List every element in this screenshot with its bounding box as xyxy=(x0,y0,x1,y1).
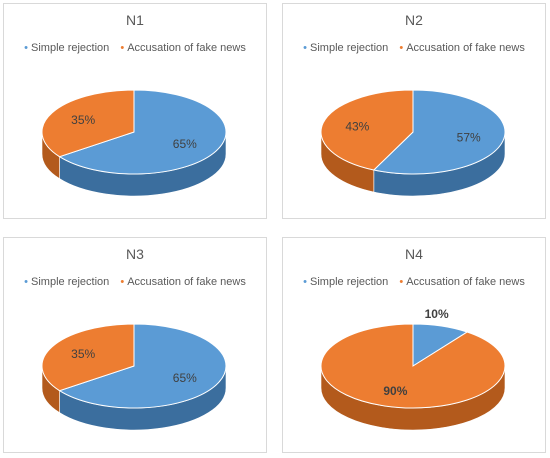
legend-marker-fake: • xyxy=(399,42,404,54)
legend-item-accusation-fake-news: • Accusation of fake news xyxy=(120,276,245,288)
data-label: 43% xyxy=(345,119,369,133)
legend-marker-simple: • xyxy=(303,276,308,288)
chart-legend: • Simple rejection • Accusation of fake ne… xyxy=(4,42,266,54)
data-label: 10% xyxy=(425,307,449,321)
legend-item-simple-rejection: • Simple rejection xyxy=(303,276,388,288)
pie-chart: 10% 90% xyxy=(320,307,506,431)
data-label: 35% xyxy=(71,347,95,361)
chart-panel-n2: N2 • Simple rejection • Accusation of fake… xyxy=(282,3,546,219)
pie-chart: 65% 35% xyxy=(41,323,227,431)
legend-marker-simple: • xyxy=(303,42,308,54)
pie-slice-simple-rejection xyxy=(58,89,227,175)
legend-label: Simple rejection xyxy=(31,42,110,54)
legend-marker-fake: • xyxy=(120,276,125,288)
legend-item-simple-rejection: • Simple rejection xyxy=(24,42,109,54)
data-label: 35% xyxy=(71,113,95,127)
legend-item-accusation-fake-news: • Accusation of fake news xyxy=(120,42,245,54)
pie-slice-simple-rejection xyxy=(58,323,227,409)
pie-slice-accusation-fake-news xyxy=(320,323,506,409)
legend-item-accusation-fake-news: • Accusation of fake news xyxy=(399,276,524,288)
pie-chart: 57% 43% xyxy=(320,89,506,197)
legend-label: Simple rejection xyxy=(31,276,110,288)
pie-chart: 65% 35% xyxy=(41,89,227,197)
legend-label: Accusation of fake news xyxy=(127,42,246,54)
chart-panel-n1: N1 • Simple rejection • Accusation of fake… xyxy=(3,3,267,219)
data-label: 90% xyxy=(383,384,407,398)
data-label: 65% xyxy=(173,137,197,151)
legend-label: Accusation of fake news xyxy=(406,42,525,54)
pie-slice-simple-rejection xyxy=(372,89,506,175)
chart-panel-n3: N3 • Simple rejection • Accusation of fake… xyxy=(3,237,267,453)
legend-label: Accusation of fake news xyxy=(406,276,525,288)
legend-marker-fake: • xyxy=(399,276,404,288)
legend-label: Simple rejection xyxy=(310,42,389,54)
legend-item-accusation-fake-news: • Accusation of fake news xyxy=(399,42,524,54)
chart-title: N2 xyxy=(405,12,423,28)
legend-item-simple-rejection: • Simple rejection xyxy=(303,42,388,54)
chart-title: N1 xyxy=(126,12,144,28)
chart-title: N3 xyxy=(126,246,144,262)
chart-legend: • Simple rejection • Accusation of fake ne… xyxy=(4,276,266,288)
legend-marker-simple: • xyxy=(24,276,29,288)
pie-slice-accusation-fake-news xyxy=(41,89,135,158)
legend-item-simple-rejection: • Simple rejection xyxy=(24,276,109,288)
legend-label: Accusation of fake news xyxy=(127,276,246,288)
chart-panel-n4: N4 • Simple rejection • Accusation of fake… xyxy=(282,237,546,453)
legend-marker-simple: • xyxy=(24,42,29,54)
chart-legend: • Simple rejection • Accusation of fake ne… xyxy=(283,42,545,54)
data-label: 65% xyxy=(173,371,197,385)
legend-marker-fake: • xyxy=(120,42,125,54)
pie-slice-accusation-fake-news xyxy=(320,89,414,171)
legend-label: Simple rejection xyxy=(310,276,389,288)
pie-slice-accusation-fake-news xyxy=(41,323,135,392)
chart-legend: • Simple rejection • Accusation of fake ne… xyxy=(283,276,545,288)
data-label: 57% xyxy=(457,131,481,145)
chart-title: N4 xyxy=(405,246,423,262)
